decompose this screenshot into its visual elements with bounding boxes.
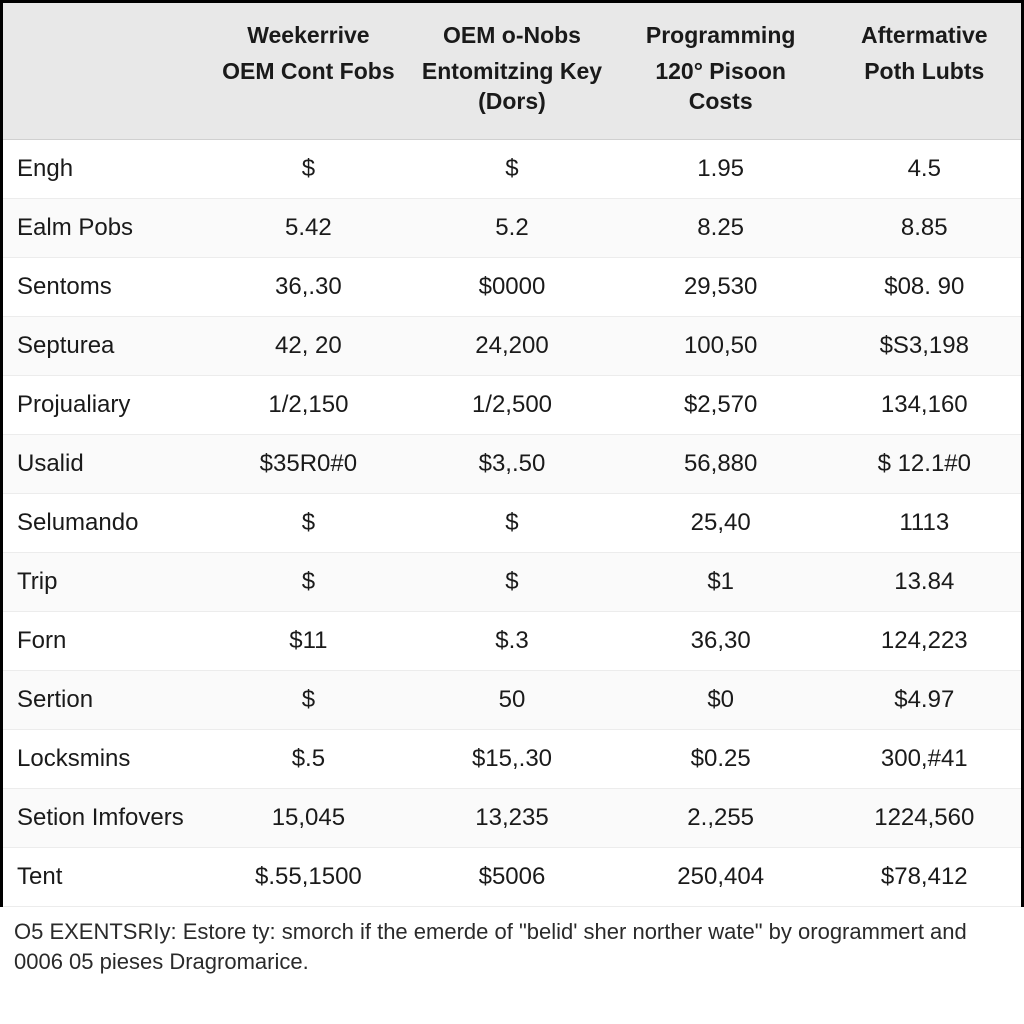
table-row: Usalid$35R0#0$3,.5056,880$ 12.1#0 [3,434,1021,493]
row-cell: $.5 [207,729,411,788]
table-row: Sentoms36,.30$000029,530$08. 90 [3,257,1021,316]
col-header-1-line1: Weekerrive [247,22,369,48]
col-header-3-line2: 120° Pisoon Costs [622,57,820,117]
row-cell: $0000 [410,257,614,316]
row-cell: $ [207,493,411,552]
row-cell: 56,880 [614,434,828,493]
row-cell: 5.2 [410,198,614,257]
row-label: Setion Imfovers [3,788,207,847]
col-header-2-line1: OEM o-Nobs [443,22,581,48]
row-cell: $35R0#0 [207,434,411,493]
row-cell: 13.84 [828,552,1021,611]
row-cell: $ [207,139,411,198]
cost-table: Weekerrive OEM Cont Fobs OEM o-Nobs Ento… [3,3,1021,907]
table-row: Trip$$$113.84 [3,552,1021,611]
row-cell: $.55,1500 [207,847,411,906]
row-cell: 134,160 [828,375,1021,434]
row-cell: 8.25 [614,198,828,257]
row-cell: $ [207,552,411,611]
col-header-1: Weekerrive OEM Cont Fobs [207,3,411,139]
row-label: Tent [3,847,207,906]
row-cell: 36,.30 [207,257,411,316]
row-cell: $ 12.1#0 [828,434,1021,493]
row-cell: $1 [614,552,828,611]
row-cell: $08. 90 [828,257,1021,316]
table-row: Ealm Pobs5.425.28.258.85 [3,198,1021,257]
row-cell: $ [207,670,411,729]
row-cell: 2.,255 [614,788,828,847]
footer-note: O5 EXENTSRIy: Estore ty: smorch if the e… [0,907,1024,985]
row-cell: $11 [207,611,411,670]
row-cell: 1.95 [614,139,828,198]
col-header-0 [3,3,207,139]
row-cell: $.3 [410,611,614,670]
row-label: Trip [3,552,207,611]
col-header-2: OEM o-Nobs Entomitzing Key (Dors) [410,3,614,139]
row-label: Selumando [3,493,207,552]
row-cell: $3,.50 [410,434,614,493]
row-cell: $0.25 [614,729,828,788]
row-cell: $ [410,139,614,198]
table-row: Septurea42, 2024,200100,50$S3,198 [3,316,1021,375]
row-cell: $S3,198 [828,316,1021,375]
table-body: Engh$$1.954.5Ealm Pobs5.425.28.258.85Sen… [3,139,1021,906]
row-cell: 50 [410,670,614,729]
row-cell: 100,50 [614,316,828,375]
col-header-2-line2: Entomitzing Key (Dors) [418,57,606,117]
row-cell: 24,200 [410,316,614,375]
row-cell: $ [410,493,614,552]
row-label: Sertion [3,670,207,729]
row-label: Sentoms [3,257,207,316]
row-label: Usalid [3,434,207,493]
row-cell: 8.85 [828,198,1021,257]
table-row: Selumando$$25,401113 [3,493,1021,552]
row-cell: $4.97 [828,670,1021,729]
row-cell: $2,570 [614,375,828,434]
table-row: Setion Imfovers15,04513,2352.,2551224,56… [3,788,1021,847]
row-cell: 1224,560 [828,788,1021,847]
row-cell: 300,#41 [828,729,1021,788]
col-header-3: Programming 120° Pisoon Costs [614,3,828,139]
row-label: Projualiary [3,375,207,434]
row-cell: 15,045 [207,788,411,847]
row-cell: 1/2,500 [410,375,614,434]
table-row: Engh$$1.954.5 [3,139,1021,198]
row-cell: $15,.30 [410,729,614,788]
table-row: Locksmins$.5$15,.30$0.25300,#41 [3,729,1021,788]
row-label: Ealm Pobs [3,198,207,257]
table-row: Forn$11$.336,30124,223 [3,611,1021,670]
row-cell: 1113 [828,493,1021,552]
col-header-1-line2: OEM Cont Fobs [215,57,403,87]
row-label: Septurea [3,316,207,375]
row-cell: 25,40 [614,493,828,552]
row-cell: 36,30 [614,611,828,670]
row-label: Engh [3,139,207,198]
row-cell: 42, 20 [207,316,411,375]
row-cell: 1/2,150 [207,375,411,434]
table-header: Weekerrive OEM Cont Fobs OEM o-Nobs Ento… [3,3,1021,139]
table-row: Sertion$50$0$4.97 [3,670,1021,729]
row-cell: $5006 [410,847,614,906]
table-row: Tent$.55,1500$5006250,404$78,412 [3,847,1021,906]
row-cell: 13,235 [410,788,614,847]
row-cell: 4.5 [828,139,1021,198]
row-cell: 5.42 [207,198,411,257]
col-header-3-line1: Programming [646,22,796,48]
row-cell: 250,404 [614,847,828,906]
cost-table-container: Weekerrive OEM Cont Fobs OEM o-Nobs Ento… [0,0,1024,907]
row-label: Locksmins [3,729,207,788]
row-cell: $78,412 [828,847,1021,906]
col-header-4: Aftermative Poth Lubts [828,3,1021,139]
table-row: Projualiary1/2,1501/2,500$2,570134,160 [3,375,1021,434]
row-cell: $ [410,552,614,611]
row-cell: 29,530 [614,257,828,316]
row-cell: 124,223 [828,611,1021,670]
row-label: Forn [3,611,207,670]
col-header-4-line1: Aftermative [861,22,988,48]
row-cell: $0 [614,670,828,729]
col-header-4-line2: Poth Lubts [836,57,1013,87]
